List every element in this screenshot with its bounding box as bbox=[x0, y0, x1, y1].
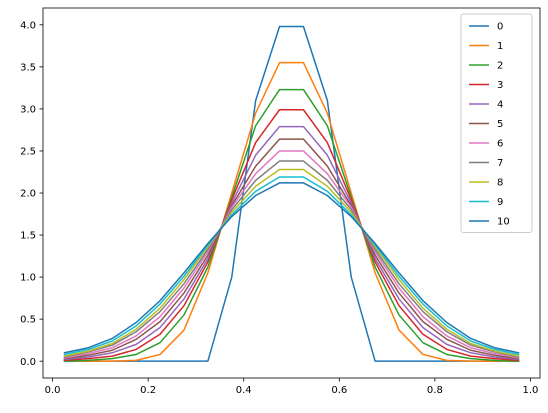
legend-label-5: 5 bbox=[497, 119, 503, 130]
legend-label-6: 6 bbox=[497, 139, 503, 150]
series-line-9 bbox=[63, 176, 520, 356]
legend: 0 1 2 3 4 5 6 7 8 9 10 bbox=[460, 13, 533, 233]
x-tick-label: 0.0 bbox=[45, 385, 61, 396]
y-tick-label: 0.0 bbox=[20, 357, 36, 368]
series-line-10 bbox=[63, 182, 520, 354]
legend-label-3: 3 bbox=[497, 80, 503, 91]
legend-label-9: 9 bbox=[497, 197, 503, 208]
legend-label-4: 4 bbox=[497, 100, 503, 111]
legend-label-7: 7 bbox=[497, 158, 503, 169]
series-layer bbox=[63, 25, 520, 362]
y-tick-label: 4.0 bbox=[20, 20, 36, 31]
y-tick-label: 2.0 bbox=[20, 189, 36, 200]
x-tick-label: 1.0 bbox=[522, 385, 538, 396]
series-line-1 bbox=[63, 61, 520, 362]
legend-label-0: 0 bbox=[497, 22, 503, 33]
y-tick-label: 2.5 bbox=[20, 147, 36, 158]
series-line-7 bbox=[63, 160, 520, 358]
legend-box bbox=[460, 13, 533, 233]
x-tick-label: 0.4 bbox=[236, 385, 252, 396]
y-tick-label: 1.5 bbox=[20, 231, 36, 242]
legend-label-1: 1 bbox=[497, 41, 503, 52]
y-tick-label: 3.5 bbox=[20, 62, 36, 73]
legend-label-8: 8 bbox=[497, 178, 503, 189]
series-line-4 bbox=[63, 125, 520, 361]
plot-background bbox=[43, 8, 540, 378]
y-tick-label: 3.0 bbox=[20, 105, 36, 116]
legend-label-2: 2 bbox=[497, 61, 503, 72]
x-tick-label: 0.6 bbox=[331, 385, 347, 396]
axes-layer: 0.0 0.2 0.4 0.6 0.8 1.0 0.0 0.5 1.0 1.5 2.0 2.5 3.0 3… bbox=[20, 7, 541, 396]
y-tick-label: 1.0 bbox=[20, 273, 36, 284]
series-line-8 bbox=[63, 168, 520, 358]
series-line-2 bbox=[63, 88, 520, 362]
x-tick-label: 0.2 bbox=[140, 385, 156, 396]
y-tick-label: 0.5 bbox=[20, 315, 36, 326]
series-line-3 bbox=[63, 109, 520, 362]
legend-label-10: 10 bbox=[497, 217, 510, 228]
series-line-0 bbox=[63, 25, 520, 362]
x-tick-label: 0.8 bbox=[427, 385, 443, 396]
series-line-5 bbox=[63, 138, 520, 360]
series-line-6 bbox=[63, 150, 520, 359]
plot-area bbox=[43, 8, 540, 378]
